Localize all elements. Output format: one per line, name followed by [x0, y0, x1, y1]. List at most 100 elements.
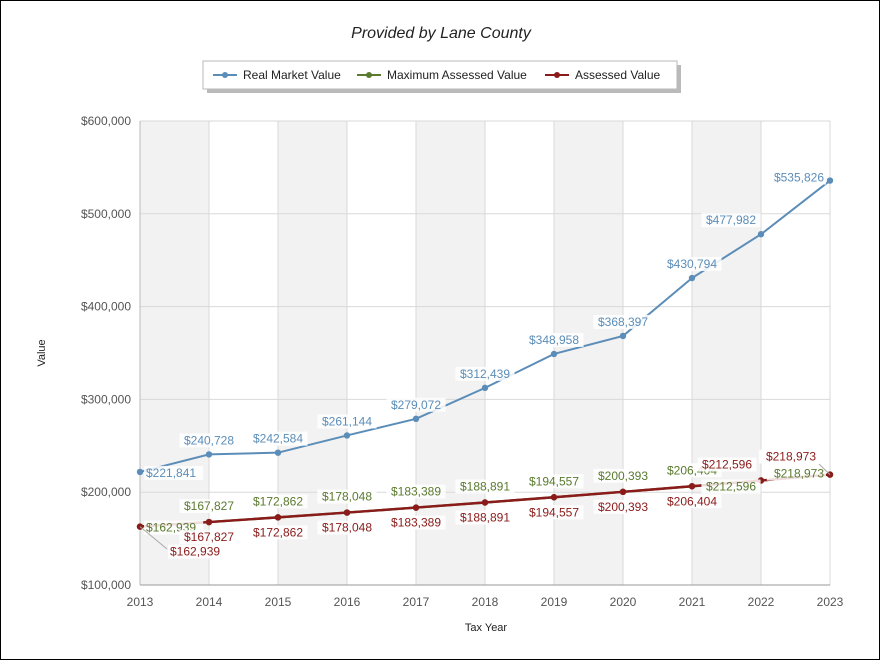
label-leader-line [139, 526, 168, 550]
data-label-bg [701, 213, 761, 228]
data-label-bg [758, 449, 818, 464]
data-label-bg [766, 466, 826, 481]
data-label-bg [144, 465, 204, 480]
data-label: $172,862 [253, 494, 303, 508]
legend-swatch-marker [366, 72, 372, 78]
data-point [274, 449, 282, 456]
data-label-bg [179, 499, 239, 514]
data-label-bg [248, 525, 308, 540]
y-tick-label: $500,000 [81, 207, 131, 221]
data-point [481, 384, 489, 392]
y-tick-label: $300,000 [81, 392, 131, 406]
x-tick-label: 2016 [334, 595, 361, 609]
data-label-bg [317, 489, 377, 504]
data-label: $188,891 [460, 511, 510, 525]
data-label-bg [455, 366, 515, 381]
data-point [136, 468, 144, 476]
x-tick-label: 2020 [610, 595, 637, 609]
data-label-bg [317, 414, 377, 429]
axes [139, 121, 830, 586]
data-label: $200,393 [598, 469, 648, 483]
data-label: $178,048 [322, 490, 372, 504]
data-label: $535,826 [774, 171, 824, 185]
data-point [550, 494, 558, 501]
data-point [757, 231, 765, 238]
data-label-bg [697, 457, 757, 472]
legend-swatch-marker [222, 72, 228, 78]
data-point [343, 509, 351, 516]
data-label: $172,862 [253, 525, 303, 539]
data-label: $188,891 [460, 480, 510, 494]
data-point [481, 499, 489, 506]
data-point [205, 451, 213, 458]
x-tick-label: 2013 [127, 595, 154, 609]
data-label: $312,439 [460, 367, 510, 381]
data-label: $348,958 [529, 333, 579, 347]
data-label: $430,794 [667, 257, 717, 271]
data-label-bg [593, 314, 653, 329]
data-point [826, 177, 834, 184]
x-tick-label: 2019 [541, 595, 568, 609]
legend-item-label: Assessed Value [575, 68, 660, 82]
data-label-bg [248, 494, 308, 509]
x-tick-label: 2015 [265, 595, 292, 609]
data-label-bg [179, 530, 239, 545]
data-point [412, 504, 420, 511]
plot-band [140, 121, 209, 585]
data-label-bg [524, 505, 584, 520]
y-tick-labels: $100,000 $200,000 $300,000 $400,000 $500,000… [81, 114, 131, 592]
x-tick-label: 2017 [403, 595, 430, 609]
data-label-bg [179, 433, 239, 448]
data-label-bg [455, 479, 515, 494]
data-label: $240,728 [184, 433, 234, 447]
x-tick-label: 2023 [817, 595, 844, 609]
data-label: $162,939 [170, 545, 220, 559]
x-tick-label: 2022 [748, 595, 775, 609]
data-label-bg [386, 484, 446, 499]
data-label: $194,557 [529, 505, 579, 519]
data-point [205, 518, 213, 526]
plot-band [692, 121, 761, 585]
data-label-bg [662, 494, 722, 509]
y-tick-label: $200,000 [81, 485, 131, 499]
data-label: $212,596 [702, 458, 752, 472]
label-leader-line [818, 463, 831, 475]
data-label: $178,048 [322, 521, 372, 535]
data-label-bg [766, 170, 826, 185]
legend-swatch-marker [554, 72, 560, 78]
data-point [619, 332, 627, 340]
data-label: $167,827 [184, 499, 234, 513]
data-label: $206,404 [667, 494, 717, 508]
data-label-bg [455, 510, 515, 525]
data-label: $218,973 [766, 450, 816, 464]
plot-bands [140, 121, 761, 585]
data-label-bg [701, 479, 761, 494]
data-label: $242,584 [253, 432, 303, 446]
data-label-bg [386, 397, 446, 412]
legend-box [202, 60, 678, 90]
x-tick-label: 2021 [679, 595, 706, 609]
x-axis-label: Tax Year [465, 622, 508, 634]
y-tick-label: $400,000 [81, 300, 131, 314]
data-label-bg [248, 431, 308, 446]
data-label: $218,973 [774, 467, 824, 481]
data-label: $183,389 [391, 516, 441, 530]
data-label: $194,557 [529, 474, 579, 488]
data-point [619, 488, 627, 496]
data-label-bg [168, 544, 228, 559]
data-labels: $221,841 $240,728 $242,584 $261,144 $279,072… [139, 170, 831, 559]
data-point [412, 415, 420, 423]
y-tick-label: $600,000 [81, 114, 131, 128]
legend-item-label: Real Market Value [243, 68, 341, 82]
data-label: $167,827 [184, 530, 234, 544]
x-tick-labels: 2013 2014 2015 2016 2017 2018 2019 2020 2021 2022… [127, 595, 844, 609]
data-point [550, 350, 558, 358]
data-label-bg [593, 468, 653, 483]
data-label-bg [524, 332, 584, 347]
data-label: $279,072 [391, 398, 441, 412]
data-label: $200,393 [598, 500, 648, 514]
data-label-bg [662, 257, 722, 272]
legend-item-label: Maximum Assessed Value [387, 68, 527, 82]
